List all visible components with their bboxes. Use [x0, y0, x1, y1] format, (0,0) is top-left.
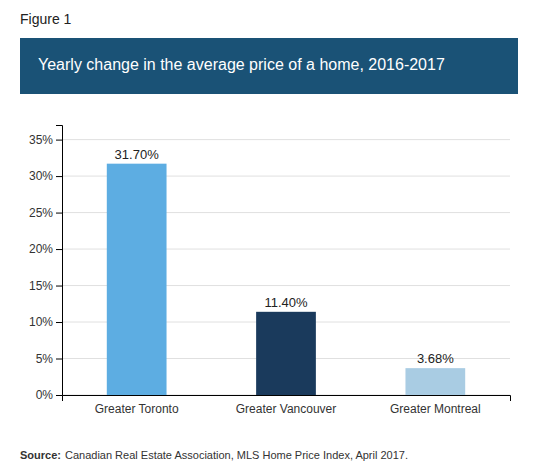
chart-container: Figure 1 Yearly change in the average pri… [0, 0, 538, 473]
x-tick: Greater Toronto [95, 402, 179, 416]
y-tick-label: 30% [29, 169, 53, 183]
y-tick: 0% [36, 388, 62, 402]
x-tick-label: Greater Toronto [95, 402, 179, 416]
data-label: 11.40% [264, 295, 308, 310]
source-note: Source: Canadian Real Estate Association,… [20, 449, 408, 461]
y-tick: 35% [29, 133, 62, 147]
y-tick-label: 25% [29, 206, 53, 220]
y-tick-label: 35% [29, 133, 53, 147]
y-tick-label: 20% [29, 242, 53, 256]
y-tick-label: 0% [36, 388, 54, 402]
y-tick: 5% [36, 352, 62, 366]
y-tick-label: 10% [29, 315, 53, 329]
source-text: Canadian Real Estate Association, MLS Ho… [65, 449, 408, 461]
y-tick-mark [56, 140, 62, 141]
figure-label: Figure 1 [20, 11, 72, 27]
bar [107, 164, 167, 395]
data-label: 31.70% [115, 147, 160, 162]
y-tick: 10% [29, 315, 62, 329]
x-tick: Greater Montreal [390, 402, 481, 416]
source-label: Source: [20, 449, 61, 461]
x-axis-line [63, 396, 511, 402]
x-axis: Greater Toronto Greater Vancouver Greater … [63, 396, 511, 416]
data-labels: 31.70% 11.40% 3.68% [115, 147, 455, 366]
y-axis-line [56, 126, 63, 396]
grid [62, 140, 510, 395]
y-tick-mark [56, 176, 62, 177]
x-tick-label: Greater Montreal [390, 402, 481, 416]
grid-line [62, 139, 510, 140]
plot-area: 0%5%10%15%20%25%30%35%Greater TorontoGre… [29, 126, 511, 416]
y-tick-mark [56, 359, 62, 360]
y-tick-mark [56, 249, 62, 250]
y-tick-mark [56, 286, 62, 287]
x-tick: Greater Vancouver [236, 402, 337, 416]
x-tick-label: Greater Vancouver [236, 402, 337, 416]
data-label: 3.68% [417, 351, 454, 366]
y-tick: 15% [29, 279, 62, 293]
y-tick-mark [56, 395, 62, 396]
y-tick-mark [56, 322, 62, 323]
y-tick-label: 5% [36, 352, 54, 366]
chart-title: Yearly change in the average price of a … [38, 56, 445, 73]
y-axis: 0% 5% 10% 15% 20% 25% 30% 35% [29, 126, 63, 403]
y-tick-mark [56, 213, 62, 214]
y-tick: 25% [29, 206, 62, 220]
title-banner [20, 38, 518, 94]
chart-svg: Figure 1 Yearly change in the average pri… [0, 0, 538, 473]
bars [107, 164, 465, 395]
y-tick: 20% [29, 242, 62, 256]
bar [405, 368, 465, 395]
bar [256, 312, 316, 395]
y-tick: 30% [29, 169, 62, 183]
y-tick-label: 15% [29, 279, 53, 293]
